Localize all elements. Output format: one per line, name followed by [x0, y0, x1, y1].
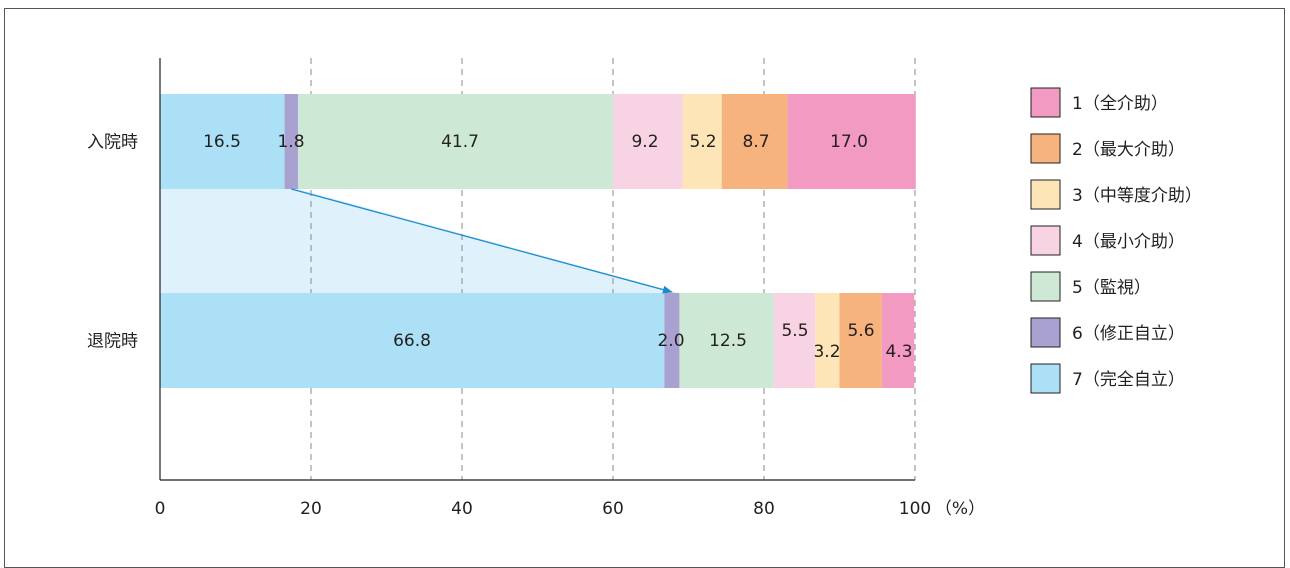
data-label: 4.3 — [885, 342, 912, 362]
data-label: 2.0 — [657, 331, 684, 351]
legend-swatch — [1030, 225, 1061, 256]
data-label: 5.6 — [847, 321, 874, 341]
legend-label: 4（最小介助） — [1072, 232, 1185, 252]
bar-segment-1-2 — [679, 293, 774, 388]
legend-label: 7（完全自立） — [1072, 370, 1185, 390]
bar-segment-0-5 — [721, 94, 788, 189]
x-tick-label: 100 — [899, 499, 931, 519]
data-label: 5.5 — [781, 321, 808, 341]
data-label: 3.2 — [813, 342, 840, 362]
category-label: 退院時 — [87, 332, 138, 352]
legend-label: 2（最大介助） — [1072, 140, 1185, 160]
legend-swatch — [1030, 271, 1061, 302]
data-label: 8.7 — [742, 132, 769, 152]
legend-label: 6（修正自立） — [1072, 324, 1185, 344]
data-label: 66.8 — [393, 331, 431, 351]
legend-label: 3（中等度介助） — [1072, 186, 1202, 206]
bar-segment-0-4 — [682, 94, 722, 189]
category-label: 入院時 — [87, 133, 138, 153]
bar-segment-0-2 — [298, 94, 613, 189]
data-label: 16.5 — [203, 132, 241, 152]
bar-segment-0-1 — [284, 94, 299, 189]
data-label: 1.8 — [277, 132, 304, 152]
bar-segment-1-5 — [839, 293, 882, 388]
bar-segment-1-3 — [773, 293, 816, 388]
legend-label: 5（監視） — [1072, 278, 1151, 298]
legend-swatch — [1030, 87, 1061, 118]
data-label: 9.2 — [631, 132, 658, 152]
data-label: 5.2 — [689, 132, 716, 152]
bar-segment-0-6 — [787, 94, 916, 189]
x-tick-label: 0 — [155, 499, 166, 519]
x-unit-label: （%） — [935, 499, 985, 519]
x-tick-label: 20 — [300, 499, 322, 519]
bar-segment-1-4 — [815, 293, 840, 388]
bar-segment-1-1 — [664, 293, 680, 388]
x-tick-label: 40 — [451, 499, 473, 519]
bar-segment-0-0 — [160, 94, 285, 189]
legend-swatch — [1030, 363, 1061, 394]
legend-swatch — [1030, 317, 1061, 348]
legend-swatch — [1030, 133, 1061, 164]
data-label: 12.5 — [709, 331, 747, 351]
bar-segment-0-3 — [613, 94, 683, 189]
x-tick-label: 60 — [602, 499, 624, 519]
data-label: 17.0 — [830, 132, 868, 152]
legend-swatch — [1030, 179, 1061, 210]
legend-label: 1（全介助） — [1072, 94, 1168, 114]
data-label: 41.7 — [441, 132, 479, 152]
bar-segment-1-6 — [881, 293, 915, 388]
improvement-arrow — [291, 188, 673, 294]
bar-segment-1-0 — [160, 293, 665, 388]
improvement-band — [160, 189, 680, 293]
x-tick-label: 80 — [753, 499, 775, 519]
